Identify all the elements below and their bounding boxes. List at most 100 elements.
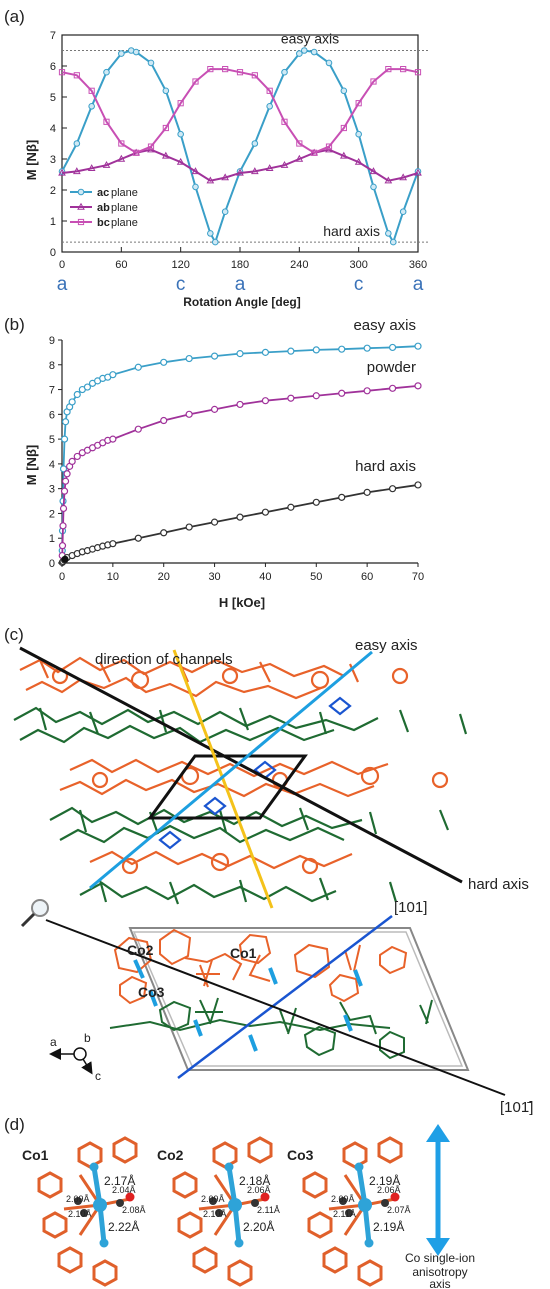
ytick-label-b: 0 bbox=[49, 558, 55, 570]
ylabel-b: M [Nβ] bbox=[24, 445, 39, 485]
magnifier-icon bbox=[20, 899, 49, 928]
orange-molecules bbox=[113, 928, 408, 1005]
site-title: Co3 bbox=[287, 1147, 314, 1163]
data-point-ac bbox=[162, 87, 170, 95]
data-point-bc bbox=[118, 140, 125, 147]
axis-b-label: b bbox=[84, 1031, 91, 1045]
bond-length-label: 2.07Å bbox=[387, 1205, 411, 1215]
data-point-ab bbox=[384, 176, 393, 184]
data-point-powder bbox=[73, 452, 81, 461]
data-point-hard bbox=[109, 540, 117, 548]
data-point-ac bbox=[73, 140, 81, 147]
data-point-powder bbox=[68, 457, 76, 466]
panel-d: (d) Co1 2.17Å 2.09Å 2.04Å 2.08Å 2.10Å 2.22Å Co2… bbox=[4, 1115, 475, 1289]
data-point-ac bbox=[325, 59, 333, 67]
ytick-label-b: 7 bbox=[49, 385, 55, 397]
data-point-bc bbox=[177, 100, 184, 107]
data-point-easy bbox=[61, 418, 70, 426]
coordination-sites: Co1 2.17Å 2.09Å 2.04Å 2.08Å 2.10Å 2.22Å Co2 2.18… bbox=[22, 1136, 411, 1287]
dir-101-line bbox=[177, 915, 393, 1079]
data-point-ab bbox=[250, 167, 259, 175]
series-line-easy bbox=[61, 345, 419, 564]
data-point-bc bbox=[162, 124, 169, 132]
panel-label-d: (d) bbox=[4, 1115, 25, 1134]
data-point-powder bbox=[388, 384, 397, 392]
bond-length-label: 2.19Å bbox=[369, 1173, 400, 1188]
ylabel-a: M [Nβ] bbox=[24, 140, 39, 180]
data-point-bc bbox=[77, 218, 85, 226]
bond-length-label: 2.20Å bbox=[243, 1219, 274, 1234]
o-atom bbox=[390, 1192, 400, 1202]
xtick-label-a: 0 bbox=[59, 259, 65, 271]
ytick-label-b: 3 bbox=[49, 484, 55, 496]
data-point-ab bbox=[236, 168, 244, 176]
data-point-powder bbox=[109, 435, 117, 443]
xtick-label-b: 40 bbox=[259, 571, 271, 583]
data-point-ac bbox=[355, 130, 362, 138]
data-point-bc bbox=[340, 124, 347, 132]
legend-label-rest-ac: plane bbox=[111, 187, 138, 199]
easy-axis-label-c: easy axis bbox=[355, 637, 418, 654]
dir-10m1-line bbox=[45, 919, 506, 1096]
xtick-label-a: 300 bbox=[349, 259, 367, 271]
data-point-powder bbox=[60, 487, 69, 495]
origin-marker bbox=[61, 555, 69, 563]
data-point-ac bbox=[192, 183, 199, 191]
ligand-ring bbox=[342, 1141, 368, 1169]
data-point-hard bbox=[363, 488, 371, 496]
data-point-ac bbox=[251, 140, 259, 147]
curve-label-hard: hard axis bbox=[355, 458, 416, 475]
bond-length-label: 2.09Å bbox=[331, 1194, 355, 1204]
chart-b: 0 1 2 3 4 5 6 7 8 9 0 10 20 30 40 50 60 70 easy axis powder… bbox=[49, 317, 424, 583]
ligand-ring bbox=[92, 1259, 118, 1287]
ligand-ring bbox=[357, 1259, 383, 1287]
data-point-bc bbox=[400, 66, 407, 73]
data-point-ab bbox=[354, 157, 363, 165]
data-point-powder bbox=[61, 477, 70, 485]
cobalt-atom bbox=[358, 1198, 372, 1212]
data-point-bc bbox=[103, 118, 110, 125]
data-point-ac bbox=[281, 68, 288, 76]
ytick-label-a: 3 bbox=[50, 154, 56, 166]
green-layer-1 bbox=[13, 706, 468, 744]
bond-length-label: 2.09Å bbox=[66, 1194, 90, 1204]
bond-length-label: 2.17Å bbox=[104, 1173, 135, 1188]
data-point-ab bbox=[176, 157, 185, 165]
data-point-bc bbox=[385, 66, 392, 73]
ligand-ring bbox=[177, 1211, 203, 1239]
hard-axis-label-a: hard axis bbox=[323, 223, 380, 239]
ytick-label-a: 5 bbox=[50, 92, 56, 104]
anisotropy-label-line3: axis bbox=[429, 1277, 450, 1289]
data-point-powder bbox=[63, 470, 71, 478]
bond-length-label: 2.18Å bbox=[239, 1173, 270, 1188]
crystal-axis-letter: c bbox=[354, 274, 364, 295]
axis-triad: a b c bbox=[49, 1031, 101, 1083]
data-point-hard bbox=[338, 493, 346, 501]
axis-a-label: a bbox=[50, 1035, 57, 1049]
ytick-label-a: 2 bbox=[50, 185, 56, 197]
orange-layer-2 bbox=[59, 758, 449, 798]
data-point-bc bbox=[370, 78, 377, 85]
bond-length-label: 2.11Å bbox=[257, 1205, 280, 1215]
crystal-packing-view: direction of channels easy axis hard axi… bbox=[13, 637, 529, 909]
data-point-hard bbox=[236, 513, 244, 521]
site-title: Co2 bbox=[157, 1147, 184, 1163]
data-point-easy bbox=[388, 343, 397, 352]
n-atom-right bbox=[116, 1199, 124, 1207]
data-point-bc bbox=[325, 143, 333, 150]
ytick-label-a: 6 bbox=[50, 61, 56, 73]
data-point-ac bbox=[88, 103, 95, 110]
data-point-easy bbox=[338, 345, 346, 353]
xtick-label-a: 240 bbox=[290, 259, 308, 271]
xtick-label-b: 70 bbox=[412, 571, 424, 583]
cyan-cobalt-units bbox=[133, 959, 363, 1052]
data-point-easy bbox=[134, 363, 142, 371]
data-point-powder bbox=[210, 405, 219, 413]
data-point-powder bbox=[160, 416, 168, 425]
data-point-easy bbox=[363, 344, 371, 352]
data-point-powder bbox=[134, 425, 142, 433]
data-point-ab bbox=[117, 154, 126, 162]
data-point-bc bbox=[236, 69, 244, 76]
data-point-easy bbox=[83, 383, 92, 391]
